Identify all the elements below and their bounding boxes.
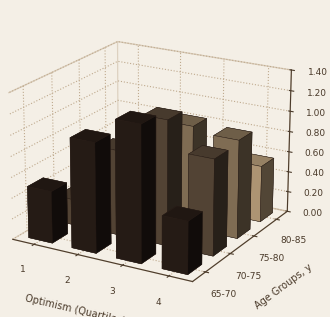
X-axis label: Optimism (Quartiles): Optimism (Quartiles) xyxy=(24,294,126,317)
Y-axis label: Age Groups, y: Age Groups, y xyxy=(253,262,314,311)
